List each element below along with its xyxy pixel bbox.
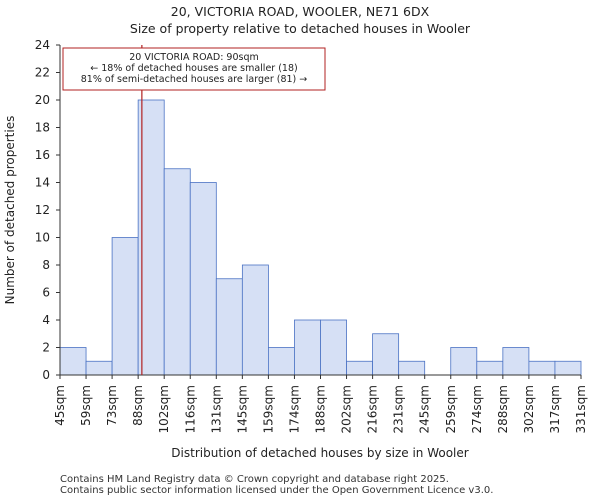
y-tick-label: 10 (35, 231, 50, 245)
x-tick-label: 288sqm (496, 385, 510, 433)
y-tick-label: 6 (42, 286, 50, 300)
histogram-bar (241, 264, 269, 376)
x-tick-label: 274sqm (470, 385, 484, 433)
x-tick-label: 245sqm (418, 385, 432, 433)
x-tick-label: 302sqm (522, 385, 536, 433)
histogram-bar (346, 360, 373, 376)
footer-line1: Contains HM Land Registry data © Crown c… (60, 474, 449, 485)
x-tick-label: 45sqm (53, 385, 67, 426)
y-tick-label: 24 (35, 38, 50, 52)
x-tick-label: 73sqm (105, 385, 119, 426)
histogram-bar (320, 319, 347, 376)
histogram-bar (59, 347, 87, 376)
y-tick-label: 18 (35, 121, 50, 135)
histogram-bar (476, 360, 504, 376)
y-axis-label: Number of detached properties (3, 116, 17, 305)
x-tick-label: 116sqm (183, 385, 197, 433)
chart-title-line2: Size of property relative to detached ho… (129, 21, 471, 36)
footer-line2: Contains public sector information licen… (60, 485, 494, 496)
x-tick-label: 145sqm (235, 385, 249, 433)
y-tick-label: 14 (35, 176, 50, 190)
histogram-bar (189, 182, 217, 376)
x-tick-label: 88sqm (131, 385, 145, 426)
x-tick-label: 231sqm (392, 385, 406, 433)
histogram-bar (215, 278, 243, 376)
y-tick-label: 0 (42, 368, 50, 382)
histogram-bar (502, 347, 530, 376)
y-tick-label: 16 (35, 148, 50, 162)
y-tick-label: 8 (42, 258, 50, 272)
annotation-line1: 20 VICTORIA ROAD: 90sqm (129, 52, 259, 63)
y-tick-label: 2 (42, 341, 50, 355)
histogram-bar (137, 99, 165, 376)
x-tick-label: 102sqm (157, 385, 171, 433)
x-tick-label: 188sqm (314, 385, 328, 433)
annotation-line2: ← 18% of detached houses are smaller (18… (90, 63, 297, 74)
histogram-bar (267, 347, 295, 376)
histogram-bar (554, 360, 582, 376)
x-tick-label: 331sqm (574, 385, 588, 433)
x-axis-label: Distribution of detached houses by size … (171, 446, 468, 460)
x-tick-label: 59sqm (79, 385, 93, 426)
x-tick-label: 317sqm (548, 385, 562, 433)
x-tick-label: 259sqm (444, 385, 458, 433)
histogram-bar (450, 347, 478, 376)
annotation-line3: 81% of semi-detached houses are larger (… (81, 74, 308, 85)
x-tick-label: 159sqm (261, 385, 275, 433)
x-tick-label: 202sqm (340, 385, 354, 433)
histogram-bar (398, 360, 426, 376)
x-tick-label: 216sqm (366, 385, 380, 433)
y-tick-label: 12 (35, 203, 50, 217)
y-tick-label: 4 (42, 313, 50, 327)
y-tick-label: 20 (35, 93, 50, 107)
histogram-bar (294, 319, 321, 376)
histogram-bar (85, 360, 113, 376)
x-tick-label: 131sqm (209, 385, 223, 433)
chart-title-line1: 20, VICTORIA ROAD, WOOLER, NE71 6DX (170, 4, 430, 19)
histogram-bar (372, 333, 400, 376)
x-tick-label: 174sqm (287, 385, 301, 433)
histogram-bar (111, 237, 139, 376)
histogram-bar (528, 360, 556, 376)
y-tick-label: 22 (35, 66, 50, 80)
histogram-bar (163, 168, 191, 376)
annotation-box (62, 47, 326, 91)
